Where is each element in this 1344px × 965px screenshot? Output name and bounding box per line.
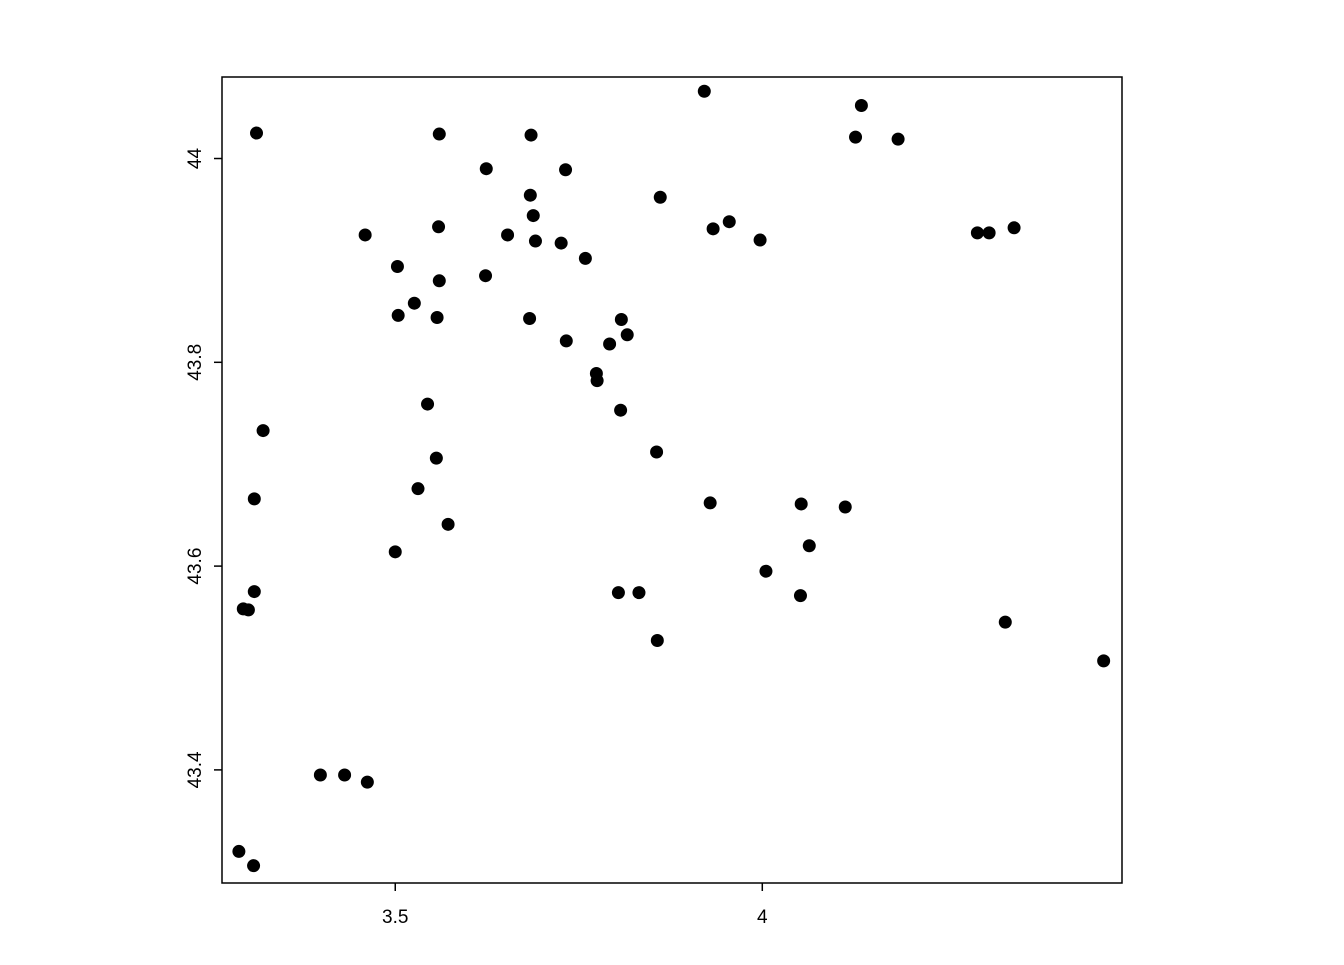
data-point (358, 228, 372, 242)
data-point (1007, 221, 1021, 235)
data-point (891, 132, 905, 146)
data-point (432, 127, 446, 141)
data-point (653, 190, 667, 204)
data-point (391, 308, 405, 322)
data-point (578, 251, 592, 265)
data-point (697, 84, 711, 98)
data-point (793, 589, 807, 603)
data-point (432, 220, 446, 234)
data-point (407, 296, 421, 310)
data-point (614, 313, 628, 327)
x-axis: 3.5 4 (382, 883, 768, 928)
data-point (241, 603, 255, 617)
plot-frame (221, 76, 1123, 884)
data-point (611, 586, 625, 600)
data-point (479, 162, 493, 176)
data-point (247, 585, 261, 599)
data-point (388, 545, 402, 559)
data-point (794, 497, 808, 511)
data-point (501, 228, 515, 242)
data-point (1097, 654, 1111, 668)
y-tick-label: 44 (185, 148, 206, 170)
data-point (982, 226, 996, 240)
data-point (390, 260, 404, 274)
data-point (232, 844, 246, 858)
data-point (632, 586, 646, 600)
x-tick-label: 3.5 (382, 907, 408, 928)
data-point (411, 482, 425, 496)
data-point (479, 269, 493, 283)
data-point (430, 310, 444, 324)
data-point (603, 337, 617, 351)
data-point (802, 539, 816, 553)
data-point (722, 215, 736, 229)
data-point (338, 768, 352, 782)
data-point (849, 130, 863, 144)
data-point (247, 859, 261, 873)
data-point (421, 397, 435, 411)
data-point (854, 99, 868, 113)
data-point (523, 311, 537, 325)
data-point (250, 126, 264, 140)
data-point (256, 424, 270, 438)
data-points (232, 84, 1111, 873)
data-point (524, 128, 538, 142)
x-tick-label: 4 (757, 907, 768, 928)
data-point (432, 274, 446, 288)
data-point (247, 492, 261, 506)
y-tick-label: 43.4 (185, 751, 206, 788)
data-point (706, 222, 720, 236)
y-tick-label: 43.6 (185, 548, 206, 585)
data-point (523, 188, 537, 202)
data-point (559, 334, 573, 348)
data-point (759, 564, 773, 578)
data-point (970, 226, 984, 240)
data-point (360, 775, 374, 789)
data-point (650, 633, 664, 647)
data-point (441, 517, 455, 531)
data-point (526, 209, 540, 223)
data-point (429, 451, 443, 465)
data-point (559, 163, 573, 177)
y-axis: 43.4 43.6 43.8 44 (185, 148, 222, 788)
data-point (590, 374, 604, 388)
data-point (838, 500, 852, 514)
data-point (528, 234, 542, 248)
data-point (620, 328, 634, 342)
data-point (614, 403, 628, 417)
data-point (313, 768, 327, 782)
data-point (753, 233, 767, 247)
y-tick-label: 43.8 (185, 344, 206, 381)
data-point (554, 236, 568, 250)
data-point (998, 615, 1012, 629)
data-point (650, 445, 664, 459)
data-point (703, 496, 717, 510)
